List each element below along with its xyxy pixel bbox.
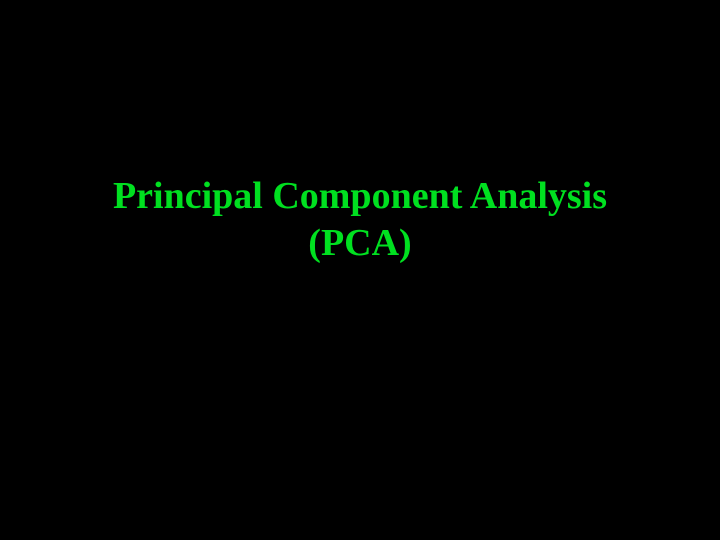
title-line-1: Principal Component Analysis xyxy=(113,175,607,217)
slide-title: Principal Component Analysis (PCA) xyxy=(40,173,680,268)
slide-container: Principal Component Analysis (PCA) xyxy=(0,173,720,268)
title-line-2: (PCA) xyxy=(308,222,411,264)
